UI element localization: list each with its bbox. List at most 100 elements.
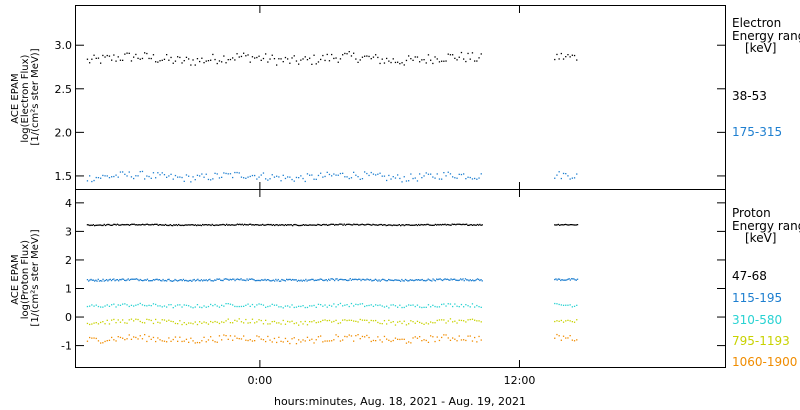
data-point (211, 280, 213, 282)
data-point (357, 334, 359, 336)
data-point (289, 306, 291, 308)
data-point (197, 224, 199, 226)
data-point (234, 305, 236, 308)
data-point (452, 337, 454, 339)
data-point (434, 322, 436, 324)
electron-panel-frame (75, 5, 726, 190)
data-point (276, 280, 278, 282)
data-point (425, 306, 427, 308)
data-point (379, 280, 381, 282)
proton-ytick-label: 2 (65, 254, 72, 267)
data-point (331, 53, 333, 56)
data-point (115, 174, 117, 176)
data-point (355, 303, 357, 305)
data-point (313, 304, 315, 307)
data-point (278, 176, 280, 178)
data-point (414, 336, 416, 338)
data-point (128, 224, 131, 226)
data-point (366, 305, 368, 307)
data-point (267, 61, 269, 63)
data-point (438, 339, 441, 342)
data-point (141, 304, 144, 306)
data-point (179, 224, 181, 226)
data-point (283, 224, 285, 227)
data-point (381, 175, 383, 177)
data-point (386, 179, 388, 182)
data-point (328, 278, 330, 280)
data-point (438, 178, 441, 180)
data-point (576, 278, 579, 280)
data-point (421, 306, 423, 309)
data-point (371, 280, 373, 282)
data-point (276, 224, 278, 226)
data-point (130, 278, 132, 281)
data-point (229, 278, 231, 280)
data-point (96, 224, 98, 226)
data-point (109, 278, 111, 280)
data-point (225, 303, 227, 305)
electron-ylabel-line2: log(Electron Flux) (20, 54, 31, 142)
data-point (108, 279, 110, 281)
data-point (576, 339, 578, 341)
data-point (235, 224, 237, 226)
data-point (284, 280, 287, 282)
data-point (567, 278, 569, 280)
data-point (287, 279, 289, 281)
data-point (328, 60, 331, 62)
data-point (251, 56, 254, 58)
data-point (326, 306, 328, 308)
data-point (383, 278, 385, 281)
data-point (414, 224, 416, 226)
data-point (130, 304, 133, 306)
data-point (158, 279, 161, 281)
data-point (234, 59, 236, 61)
data-point (384, 279, 386, 281)
data-point (378, 279, 380, 281)
data-point (336, 224, 338, 226)
data-point (140, 279, 143, 281)
data-point (410, 224, 413, 226)
data-point (161, 59, 163, 61)
data-point (452, 223, 455, 226)
data-point (311, 174, 313, 176)
data-point (155, 303, 157, 306)
data-point (161, 340, 163, 342)
data-point (157, 61, 159, 63)
proton-ylabel-line3: [1/(cm²s ster MeV)] (30, 229, 41, 326)
data-point (379, 172, 381, 174)
data-point (320, 321, 322, 323)
data-point (311, 305, 313, 307)
data-point (461, 224, 463, 226)
data-point (329, 279, 331, 281)
data-point (91, 279, 93, 281)
data-point (443, 278, 445, 281)
data-point (419, 224, 421, 226)
data-point (128, 52, 130, 54)
data-point (182, 224, 185, 227)
data-point (451, 223, 453, 225)
data-point (556, 333, 558, 336)
data-point (322, 176, 324, 178)
data-point (317, 321, 320, 323)
data-point (179, 279, 181, 281)
data-point (91, 304, 93, 306)
data-point (126, 338, 128, 340)
data-point (254, 306, 256, 308)
data-point (204, 279, 206, 282)
data-point (168, 319, 170, 321)
data-point (302, 323, 304, 325)
data-point (326, 280, 329, 282)
data-point (256, 178, 258, 180)
data-point (126, 175, 128, 177)
data-point (130, 338, 133, 340)
data-point (410, 279, 413, 281)
data-point (567, 337, 569, 339)
data-point (398, 279, 401, 282)
data-point (159, 174, 161, 176)
data-point (397, 338, 399, 340)
data-point (565, 56, 567, 58)
data-point (558, 335, 560, 337)
data-point (97, 57, 100, 59)
data-point (568, 278, 570, 280)
data-point (406, 224, 408, 226)
